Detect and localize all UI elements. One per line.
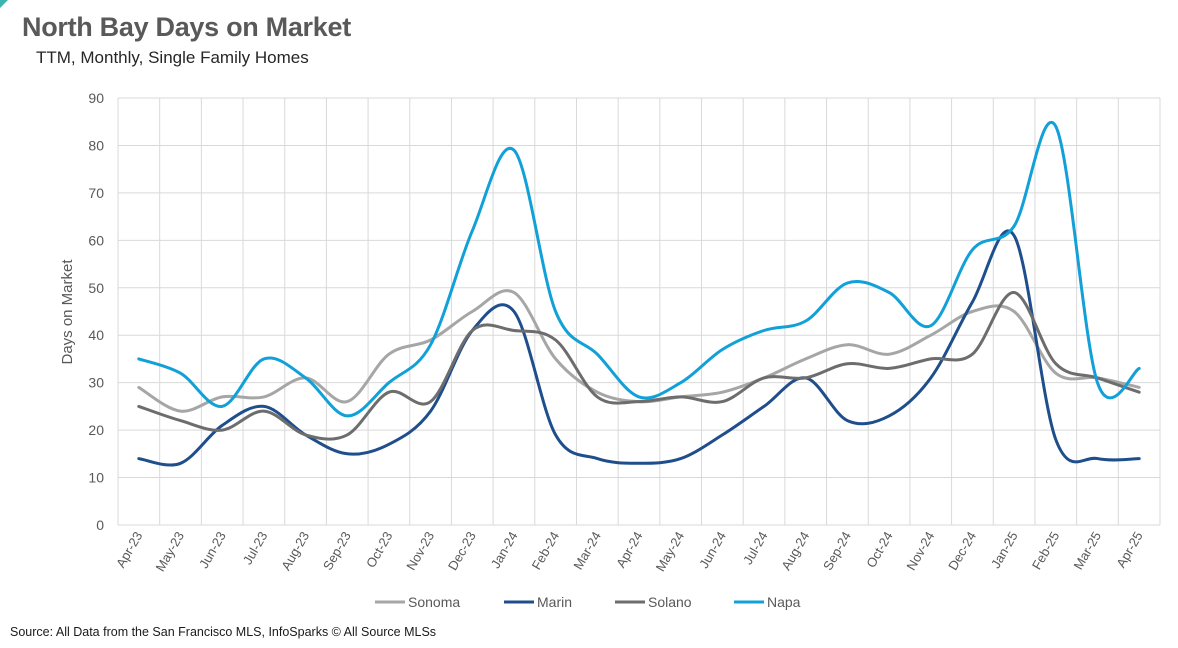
y-axis-ticks: 0 10 20 30 40 50 60 70 80 90: [88, 90, 104, 533]
x-tick-label: Nov-24: [903, 529, 937, 573]
chart-title: North Bay Days on Market: [22, 12, 351, 42]
x-tick-label: Sep-23: [320, 529, 354, 573]
x-tick-label: Jun-23: [196, 529, 229, 571]
x-tick-label: May-24: [653, 529, 688, 574]
x-tick-label: Apr-24: [613, 529, 646, 570]
x-tick-label: Feb-24: [529, 529, 563, 572]
legend-label-sonoma: Sonoma: [408, 594, 460, 610]
series-line-marin: [137, 229, 1141, 467]
y-axis-title: Days on Market: [59, 259, 76, 365]
x-tick-label: Mar-24: [570, 529, 604, 572]
y-tick-label: 40: [88, 327, 104, 343]
series-line-sonoma: [137, 289, 1141, 413]
y-tick-label: 90: [88, 90, 104, 106]
y-tick-label: 30: [88, 375, 104, 391]
x-tick-label: Apr-25: [1113, 529, 1146, 570]
y-tick-label: 20: [88, 422, 104, 438]
x-tick-label: Jul-24: [740, 529, 771, 567]
x-tick-label: Jul-23: [240, 529, 271, 567]
series-line-solano: [137, 291, 1141, 441]
x-tick-label: Apr-23: [113, 529, 146, 570]
y-tick-label: 80: [88, 137, 104, 153]
x-tick-label: Mar-25: [1070, 529, 1104, 572]
y-tick-label: 60: [88, 232, 104, 248]
x-tick-label: Aug-24: [778, 529, 812, 573]
x-tick-label: Jan-25: [988, 529, 1021, 571]
gridlines: [117, 97, 1161, 526]
legend-label-marin: Marin: [537, 594, 572, 610]
x-tick-label: Jun-24: [696, 529, 729, 571]
legend-label-solano: Solano: [648, 594, 692, 610]
x-tick-label: Sep-24: [820, 529, 854, 573]
x-tick-label: Dec-23: [445, 529, 479, 573]
series-line-napa: [137, 121, 1141, 418]
x-tick-label: Oct-24: [863, 529, 895, 570]
x-axis-ticks: Apr-23 May-23 Jun-23 Jul-23 Aug-23 Sep-23 Oct-…: [113, 529, 1146, 574]
x-tick-label: May-23: [152, 529, 187, 574]
y-tick-label: 10: [88, 470, 104, 486]
x-tick-label: Jan-24: [488, 529, 521, 571]
x-tick-label: Nov-23: [403, 529, 437, 573]
x-tick-label: Oct-23: [363, 529, 395, 570]
y-tick-label: 70: [88, 185, 104, 201]
legend: Sonoma Marin Solano Napa: [375, 594, 801, 610]
series-lines: [137, 121, 1141, 467]
y-tick-label: 0: [96, 517, 104, 533]
y-tick-label: 50: [88, 280, 104, 296]
legend-label-napa: Napa: [767, 594, 801, 610]
x-tick-label: Feb-25: [1029, 529, 1063, 572]
x-tick-label: Aug-23: [278, 529, 312, 573]
corner-accent: [0, 0, 8, 8]
chart-subtitle: TTM, Monthly, Single Family Homes: [36, 48, 309, 67]
x-tick-label: Dec-24: [945, 529, 979, 573]
source-note: Source: All Data from the San Francisco …: [10, 625, 437, 639]
